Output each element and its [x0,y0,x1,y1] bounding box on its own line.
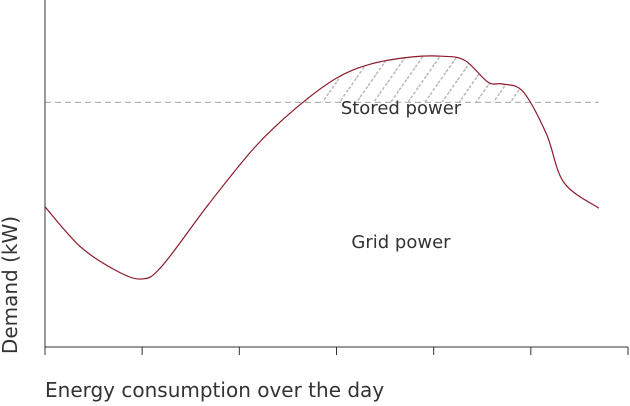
stored-power-label: Stored power [341,98,462,119]
stored-power-area [45,55,599,103]
grid-power-label: Grid power [351,232,451,253]
x-axis-label: Energy consumption over the day [45,378,384,402]
y-axis-label: Demand (kW) [0,216,22,354]
demand-curve [44,55,600,280]
x-ticks [44,347,629,355]
